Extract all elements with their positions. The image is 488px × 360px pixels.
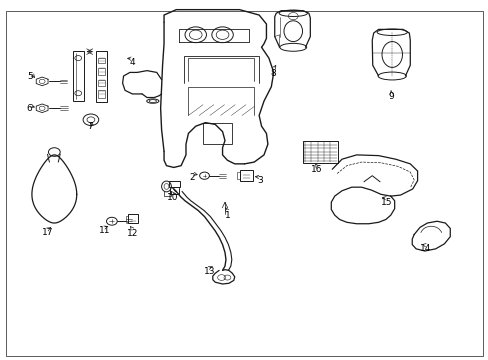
Text: 5: 5: [27, 72, 33, 81]
Text: 11: 11: [99, 226, 110, 235]
Text: 17: 17: [41, 228, 53, 237]
Bar: [239, 170, 253, 181]
Bar: [96, 51, 107, 102]
Text: 13: 13: [203, 267, 215, 276]
Text: 1: 1: [224, 211, 230, 220]
Text: 7: 7: [87, 122, 93, 131]
Text: 15: 15: [380, 198, 392, 207]
Bar: [303, 141, 337, 163]
Text: 2: 2: [189, 173, 195, 182]
Bar: [128, 215, 138, 223]
Text: 14: 14: [419, 244, 431, 253]
Text: 3: 3: [257, 176, 263, 185]
Text: 16: 16: [310, 166, 322, 175]
Bar: [73, 51, 83, 101]
Bar: [98, 58, 105, 63]
Text: 10: 10: [166, 193, 178, 202]
Text: 9: 9: [387, 92, 393, 101]
Bar: [98, 80, 105, 86]
Text: 8: 8: [269, 69, 275, 78]
Text: 6: 6: [26, 104, 32, 113]
Bar: [98, 90, 105, 98]
Text: 12: 12: [126, 229, 138, 238]
Bar: [98, 68, 105, 75]
Bar: [168, 181, 179, 187]
Text: 4: 4: [129, 58, 135, 67]
Bar: [203, 123, 232, 144]
